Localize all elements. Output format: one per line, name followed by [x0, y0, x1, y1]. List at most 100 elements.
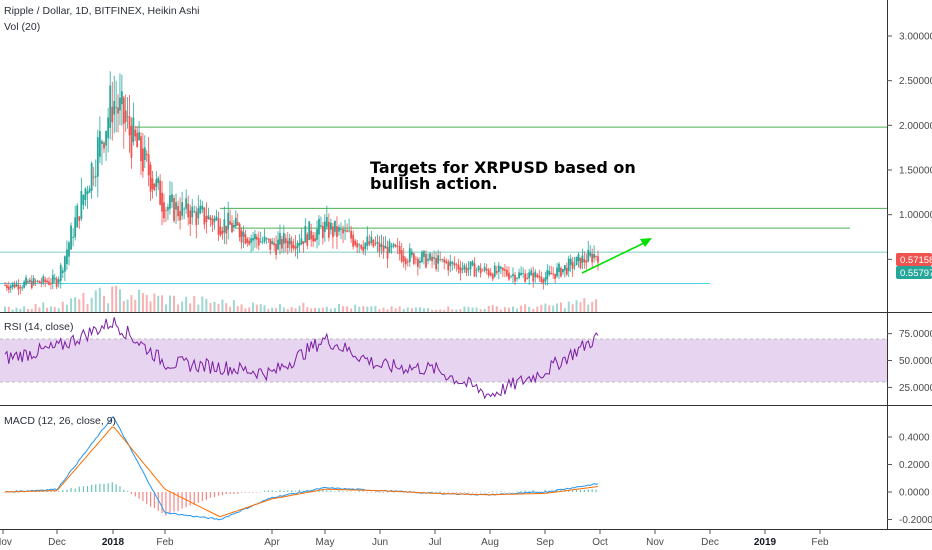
- volume-bar: [74, 297, 77, 312]
- candle-body: [344, 229, 346, 232]
- volume-bar: [232, 300, 235, 312]
- candle-body: [242, 231, 245, 237]
- candle-body: [7, 286, 10, 290]
- symbol-legend[interactable]: Ripple / Dollar, 1D, BITFINEX, Heikin As…: [4, 5, 200, 17]
- macd-histogram-bar: [142, 492, 144, 501]
- candle-body: [548, 270, 551, 275]
- volume-bar: [298, 305, 301, 312]
- macd-histogram-bar: [271, 490, 273, 492]
- candle-body: [510, 276, 512, 277]
- candle-body: [50, 283, 52, 285]
- candle-body: [105, 131, 107, 146]
- candle-body: [384, 245, 387, 249]
- candle-body: [591, 253, 594, 263]
- candle-body: [325, 216, 328, 227]
- volume-bar: [138, 289, 141, 312]
- volume-bar: [11, 309, 14, 312]
- candle-body: [329, 222, 332, 230]
- second-price-badge-bg: [896, 266, 932, 279]
- macd-histogram-bar: [298, 489, 301, 492]
- candle-body: [165, 210, 167, 212]
- volume-bar: [23, 306, 26, 312]
- candle-body: [449, 261, 452, 267]
- volume-bar: [306, 307, 309, 312]
- volume-bar: [149, 301, 152, 312]
- macd-histogram-bar: [229, 492, 231, 494]
- volume-bar: [294, 308, 297, 312]
- candle-body: [117, 107, 119, 114]
- candle-body: [419, 260, 421, 263]
- candle-body: [68, 242, 70, 257]
- candle-body: [378, 242, 381, 252]
- macd-histogram-bar: [103, 483, 105, 492]
- volume-bar: [516, 308, 519, 312]
- volume-legend[interactable]: Vol (20): [4, 21, 40, 33]
- candle-body: [445, 260, 448, 263]
- macd-histogram-bar: [520, 490, 522, 492]
- candle-body: [334, 220, 336, 232]
- volume-bar: [499, 309, 502, 312]
- macd-histogram-bar: [263, 490, 266, 492]
- candle-body: [107, 117, 110, 139]
- macd-histogram-bar: [471, 492, 474, 493]
- candle-body: [542, 279, 545, 284]
- volume-bar: [471, 307, 474, 312]
- macd-histogram-bar: [107, 483, 109, 492]
- macd-histogram-bar: [74, 488, 76, 492]
- macd-histogram-bar: [82, 486, 85, 492]
- volume-bar: [579, 302, 582, 312]
- volume-bar: [571, 304, 574, 312]
- volume-bar: [189, 303, 192, 312]
- macd-histogram-bar: [291, 490, 293, 492]
- time-tick-label: Jun: [372, 537, 388, 548]
- volume-bar: [278, 304, 281, 312]
- volume-bar: [410, 308, 413, 312]
- volume-bar: [503, 307, 506, 312]
- volume-bar: [528, 306, 531, 312]
- candle-body: [275, 243, 277, 255]
- volume-bar: [511, 306, 514, 312]
- candle-body: [489, 272, 492, 276]
- candle-body: [130, 125, 133, 158]
- volume-bar: [487, 305, 490, 312]
- rsi-legend[interactable]: RSI (14, close): [4, 321, 73, 333]
- candle-body: [66, 249, 68, 264]
- volume-bar: [197, 304, 200, 312]
- candle-body: [340, 229, 342, 230]
- candle-body: [526, 277, 529, 279]
- volume-bar: [290, 307, 293, 312]
- axis-tick-label: 1.00000: [899, 210, 932, 221]
- candle-body: [53, 277, 56, 280]
- volume-bar: [552, 305, 555, 312]
- heikin-ashi-candles: [4, 71, 599, 296]
- candle-body: [302, 241, 305, 245]
- macd-histogram-bar: [390, 491, 393, 493]
- macd-histogram-bar: [146, 492, 148, 505]
- macd-histogram-bar: [283, 490, 285, 492]
- candle-body: [290, 241, 293, 249]
- candle-body: [571, 261, 574, 269]
- chart-background: [0, 0, 887, 530]
- volume-bar: [267, 308, 270, 312]
- macd-histogram-bar: [326, 490, 328, 492]
- volume-bar: [126, 299, 129, 312]
- candle-body: [183, 208, 186, 210]
- volume-bar: [4, 306, 6, 312]
- volume-bar: [354, 304, 357, 312]
- macd-legend[interactable]: MACD (12, 26, close, 9): [4, 415, 116, 427]
- candle-body: [457, 264, 460, 270]
- candle-body: [169, 195, 171, 209]
- candle-body: [455, 264, 458, 265]
- macd-histogram-bar: [217, 492, 220, 496]
- macd-histogram-bar: [354, 491, 356, 493]
- candle-body: [147, 154, 150, 176]
- candle-body: [199, 205, 202, 214]
- macd-histogram-bar: [302, 490, 304, 492]
- candle-body: [408, 248, 411, 262]
- macd-histogram-bar: [42, 491, 44, 492]
- volume-bar: [205, 298, 208, 312]
- candle-body: [132, 117, 135, 142]
- candle-body: [516, 278, 518, 279]
- macd-histogram-bar: [572, 489, 574, 492]
- volume-bar: [563, 308, 566, 312]
